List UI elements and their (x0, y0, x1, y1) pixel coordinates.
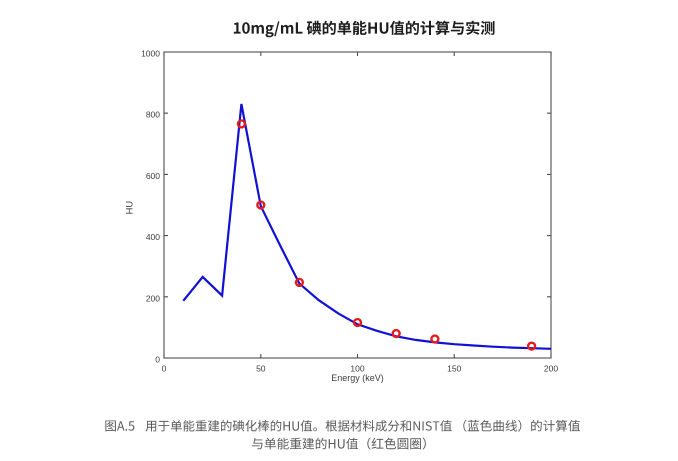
svg-text:400: 400 (146, 232, 160, 242)
svg-text:600: 600 (146, 171, 160, 181)
svg-text:150: 150 (447, 364, 461, 374)
svg-text:800: 800 (146, 110, 160, 120)
svg-text:100: 100 (350, 364, 364, 374)
svg-text:200: 200 (544, 364, 558, 374)
svg-text:1000: 1000 (141, 49, 160, 59)
svg-text:50: 50 (256, 364, 266, 374)
svg-text:HU: HU (124, 201, 134, 214)
svg-text:Energy (keV): Energy (keV) (331, 373, 384, 383)
svg-text:200: 200 (146, 293, 160, 303)
svg-text:0: 0 (155, 355, 160, 365)
svg-text:0: 0 (162, 364, 167, 374)
